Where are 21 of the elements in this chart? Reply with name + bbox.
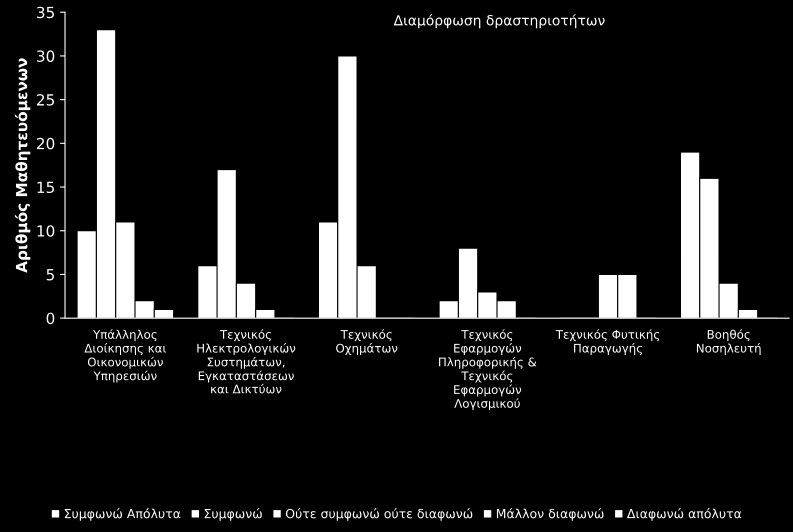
y-tick-label: 20 bbox=[36, 138, 54, 150]
y-tick-label: 0 bbox=[46, 312, 54, 324]
x-tick-label: Τεχνικός Εφαρμογών Πληροφορικής & Τεχνικός Εφαρμογών Λογισμικού bbox=[439, 329, 536, 410]
y-tick-label: 15 bbox=[38, 182, 54, 194]
legend-label: Διαφωνώ απόλυτα bbox=[627, 508, 742, 521]
y-tick-label: 35 bbox=[37, 6, 54, 18]
y-tick-label: 30 bbox=[37, 50, 54, 62]
y-tick-label: 25 bbox=[36, 94, 54, 106]
legend-label: Συμφωνώ Απόλυτα bbox=[64, 508, 180, 521]
x-tick-label: Τεχνικός Φυτικής Παραγωγής bbox=[556, 329, 660, 355]
x-tick-label: Τεχνικός Ηλεκτρολογικών Συστημάτων, Εγκαταστάσεων και Δικτύων bbox=[197, 329, 296, 394]
chart-title: Διαμόρφωση δραστηριοτήτων bbox=[394, 14, 605, 28]
x-tick-label: Υπάλληλος Διοίκησης και Οικονομικών Υπηρεσιών bbox=[84, 329, 166, 383]
x-tick-label: Βοηθός Νοσηλευτή bbox=[696, 329, 761, 355]
y-tick-label: 5 bbox=[46, 269, 54, 280]
x-tick-label: Τεχνικός Οχημάτων bbox=[336, 329, 398, 355]
legend-label: Μάλλον διαφωνώ bbox=[496, 508, 604, 521]
y-axis-title: Αριθμός Μαθητευόμενων bbox=[14, 58, 30, 273]
y-tick-label: 10 bbox=[38, 225, 54, 237]
legend-label: Ούτε συμφωνώ ούτε διαφωνώ bbox=[286, 508, 472, 521]
legend-label: Συμφωνώ bbox=[204, 508, 262, 521]
